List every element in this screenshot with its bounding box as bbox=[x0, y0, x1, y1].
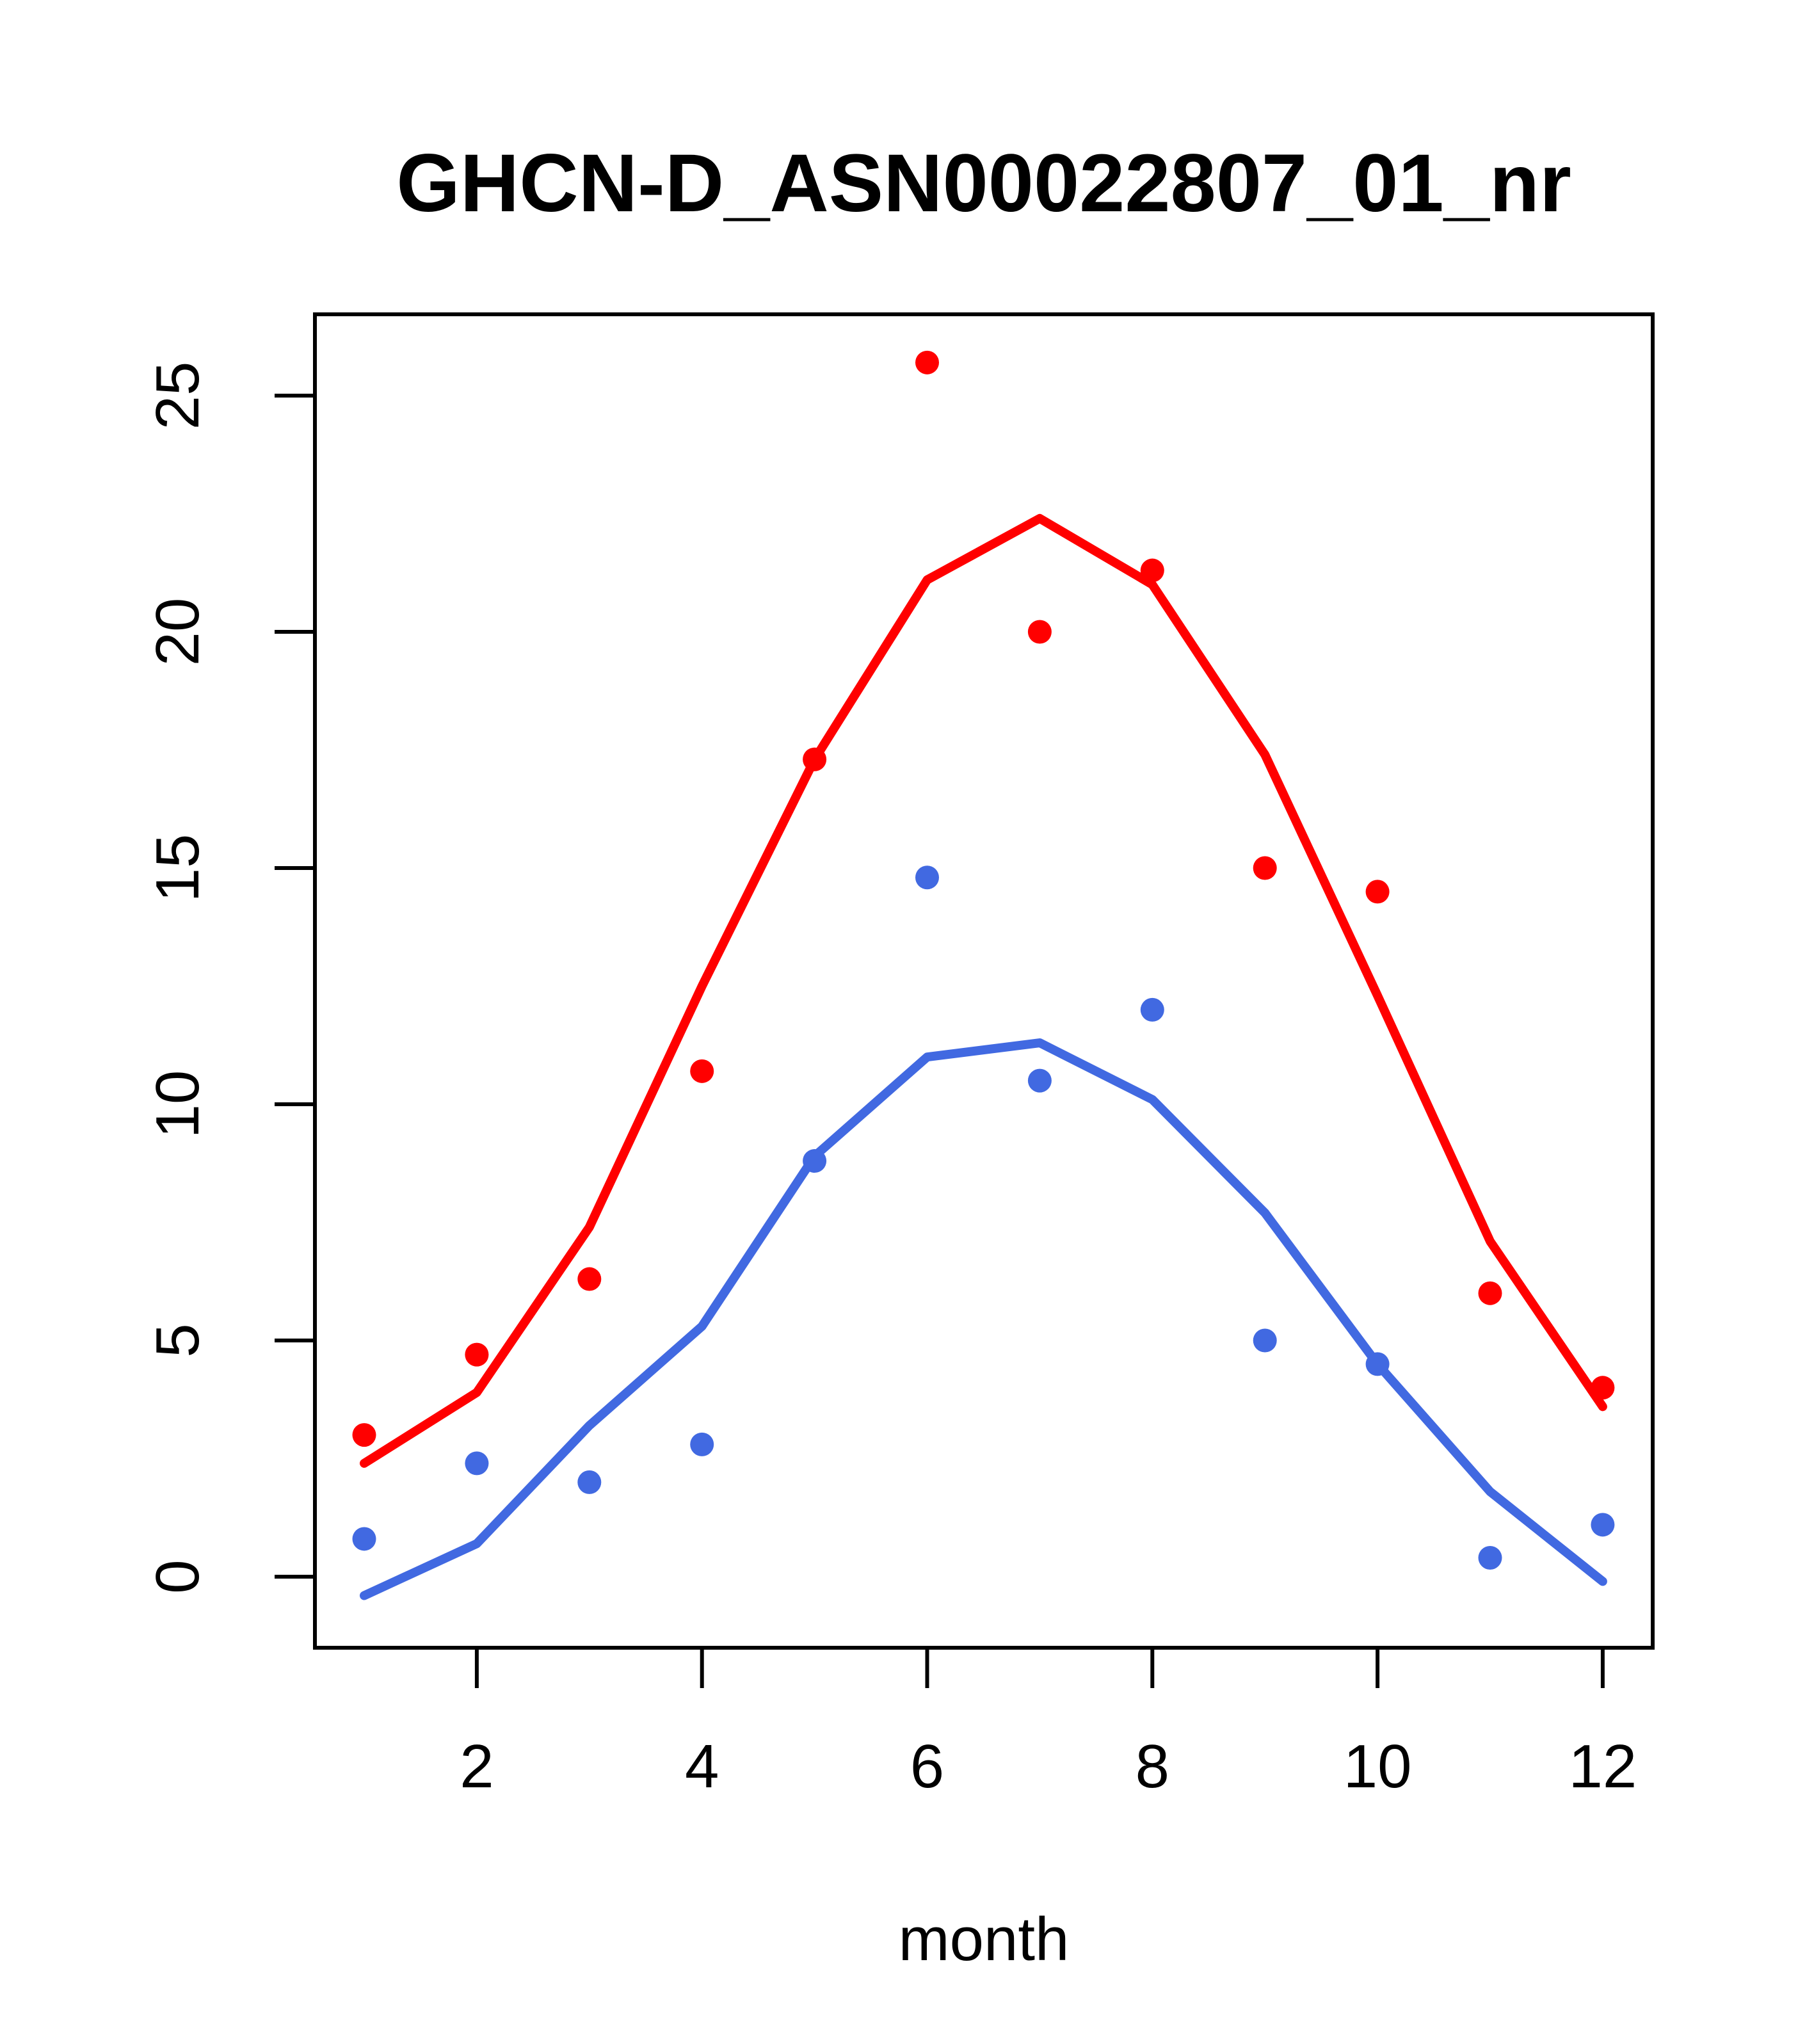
y-tick-label: 5 bbox=[143, 1323, 212, 1357]
y-tick-label: 15 bbox=[143, 834, 212, 903]
blue-point bbox=[465, 1451, 489, 1476]
y-tick-label: 25 bbox=[143, 362, 212, 430]
red-point bbox=[803, 747, 827, 771]
blue-line bbox=[360, 1038, 1607, 1600]
blue-point bbox=[1478, 1545, 1502, 1570]
x-tick-label: 12 bbox=[1569, 1732, 1637, 1801]
y-tick-label: 20 bbox=[143, 598, 212, 666]
blue-point bbox=[803, 1149, 827, 1173]
red-point bbox=[465, 1342, 489, 1367]
blue-point bbox=[1365, 1352, 1390, 1376]
blue-point bbox=[690, 1432, 714, 1456]
red-point bbox=[352, 1423, 376, 1447]
red-point bbox=[1365, 880, 1390, 904]
x-tick-label: 8 bbox=[1136, 1732, 1169, 1801]
blue-point bbox=[1140, 997, 1164, 1022]
x-tick-label: 4 bbox=[685, 1732, 719, 1801]
plot-box bbox=[313, 312, 1655, 1650]
x-axis-label: month bbox=[899, 1905, 1070, 1974]
x-tick-label: 2 bbox=[460, 1732, 494, 1801]
red-point bbox=[1253, 856, 1277, 880]
blue-point bbox=[352, 1527, 376, 1551]
x-tick-label: 10 bbox=[1344, 1732, 1412, 1801]
red-point bbox=[1478, 1281, 1502, 1305]
red-point bbox=[1591, 1376, 1615, 1400]
red-point bbox=[1027, 620, 1052, 644]
red-line bbox=[360, 513, 1607, 1468]
blue-point bbox=[1027, 1068, 1052, 1093]
chart-title: GHCN-D_ASN00022807_01_nr bbox=[396, 138, 1571, 229]
blue-point bbox=[1591, 1513, 1615, 1537]
red-point bbox=[690, 1059, 714, 1083]
blue-point bbox=[1253, 1328, 1277, 1353]
blue-point bbox=[577, 1470, 602, 1494]
red-point bbox=[577, 1267, 602, 1291]
x-tick-label: 6 bbox=[910, 1732, 944, 1801]
blue-point bbox=[915, 865, 939, 890]
red-point bbox=[915, 350, 939, 374]
red-point bbox=[1140, 558, 1164, 583]
y-tick-label: 10 bbox=[143, 1070, 212, 1139]
y-tick-label: 0 bbox=[143, 1559, 212, 1593]
